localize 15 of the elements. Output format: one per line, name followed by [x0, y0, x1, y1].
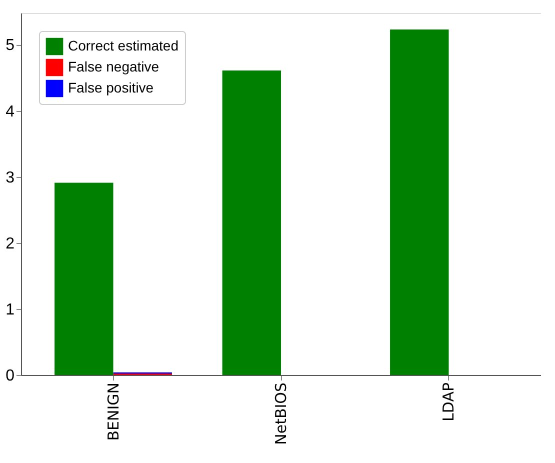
y-tick-label: 0 [6, 368, 15, 384]
bar [390, 30, 449, 375]
bar [54, 182, 114, 375]
y-tick-label: 4 [6, 103, 15, 120]
x-tick-label: BENIGN [104, 382, 122, 441]
bar [222, 70, 281, 375]
y-tick-label: 2 [6, 235, 15, 252]
y-tick-label: 1 [6, 301, 15, 318]
legend-label: Correct estimated [68, 38, 178, 54]
legend-label: False negative [68, 58, 160, 74]
y-tick-label: 3 [6, 169, 15, 186]
x-tick-label: LDAP [440, 382, 458, 422]
y-tick-label: 5 [6, 37, 15, 54]
legend-label: False positive [68, 80, 154, 96]
x-tick-label: NetBIOS [272, 382, 290, 445]
